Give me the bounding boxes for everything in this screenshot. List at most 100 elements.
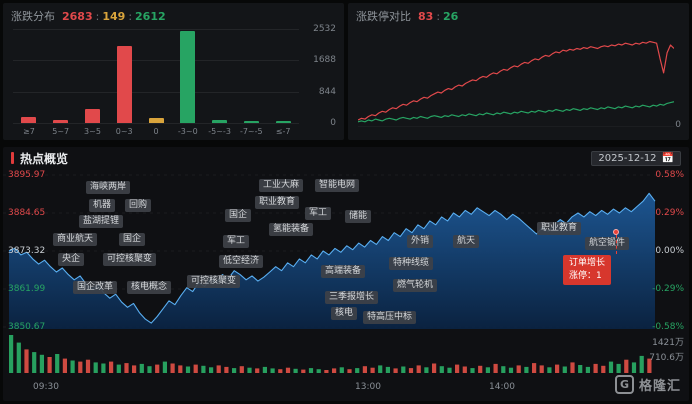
volume-bar xyxy=(24,349,29,373)
count-separator: : xyxy=(436,9,441,23)
volume-bar xyxy=(508,367,514,373)
index-area-chart[interactable] xyxy=(3,169,663,329)
volume-bar xyxy=(578,365,583,373)
concept-tag[interactable]: 盐湖提锂 xyxy=(79,215,124,228)
concept-tag[interactable]: 核电 xyxy=(331,307,358,320)
count-separator: : xyxy=(95,9,100,23)
tooltip-tag-name: 订单增长 xyxy=(569,258,606,268)
concept-tag[interactable]: 特高压中标 xyxy=(363,311,417,324)
limit-up-line xyxy=(358,40,674,121)
price-axis-label: 3895.97 xyxy=(8,170,46,180)
hotspot-chart-area[interactable]: 海峡两岸 机器 回购 盐湖提锂 商业航天 国企 央企 可控核聚变 国企改革 核电概念 国企 军工 低空经… xyxy=(3,169,689,401)
concept-tag[interactable]: 可控核聚变 xyxy=(187,275,241,288)
volume-bar xyxy=(616,363,621,373)
accent-bar xyxy=(11,152,14,164)
x-axis-label: -3~0 xyxy=(177,127,198,136)
concept-tag[interactable]: 军工 xyxy=(305,207,332,220)
concept-tag[interactable]: 央企 xyxy=(58,253,85,266)
volume-bar xyxy=(601,365,606,373)
volume-bar-chart xyxy=(9,335,652,373)
volume-bar xyxy=(539,365,544,373)
volume-bar xyxy=(378,365,383,373)
price-axis-label: 3884.65 xyxy=(8,208,46,218)
concept-tag[interactable]: 储能 xyxy=(345,210,372,223)
volume-bar xyxy=(85,359,91,373)
volume-bar xyxy=(216,365,221,373)
concept-tag[interactable]: 氢能装备 xyxy=(269,223,314,236)
volume-bar xyxy=(547,367,552,373)
concept-tag[interactable]: 航天 xyxy=(453,235,480,248)
volume-bar xyxy=(116,364,121,373)
gridline xyxy=(13,91,299,93)
volume-bar xyxy=(401,366,406,373)
volume-bar xyxy=(501,366,506,373)
limit-compare-title: 涨跌停对比 xyxy=(356,10,411,23)
gridline xyxy=(13,29,299,30)
volume-bar xyxy=(370,367,375,373)
concept-tag[interactable]: 燃气轮机 xyxy=(393,279,438,292)
volume-bar xyxy=(332,368,337,373)
distribution-bar xyxy=(21,117,37,123)
distribution-bar xyxy=(53,119,69,123)
concept-tag[interactable]: 智能电网 xyxy=(315,179,360,192)
volume-bar xyxy=(308,368,314,373)
logo-text: 格隆汇 xyxy=(638,379,681,394)
price-axis-label: 3873.32 xyxy=(8,246,46,256)
concept-tag[interactable]: 航空锻件 xyxy=(585,237,630,250)
volume-bar xyxy=(70,360,75,373)
concept-tag-layer: 海峡两岸 机器 回购 盐湖提锂 商业航天 国企 央企 可控核聚变 国企改革 核电概念 国企 军工 低空经… xyxy=(3,169,689,401)
volume-bar xyxy=(32,352,37,373)
date-picker[interactable]: 2025-12-12 📅 xyxy=(591,150,681,166)
concept-tag[interactable]: 三季报增长 xyxy=(325,291,379,304)
volume-bar xyxy=(562,366,567,373)
price-axis-label: 3861.99 xyxy=(8,284,46,294)
limit-compare-line-chart xyxy=(358,40,674,127)
concept-tag[interactable]: 职业教育 xyxy=(255,196,300,209)
concept-tag[interactable]: 高端装备 xyxy=(321,265,366,278)
concept-tag[interactable]: 特种线缆 xyxy=(389,257,434,270)
volume-bar xyxy=(55,354,60,373)
volume-bar xyxy=(447,367,452,373)
concept-tag[interactable]: 外销 xyxy=(407,235,434,248)
concept-tag[interactable]: 可控核聚变 xyxy=(103,253,157,266)
volume-bar xyxy=(270,368,275,373)
volume-bar xyxy=(624,359,629,373)
volume-bar xyxy=(93,362,98,373)
concept-tag[interactable]: 国企 xyxy=(119,233,146,246)
concept-tag[interactable]: 国企改革 xyxy=(73,281,118,294)
limit-compare-header: 涨跌停对比 83 : 26 xyxy=(348,3,689,29)
concept-tag[interactable]: 海峡两岸 xyxy=(86,181,131,194)
concept-tag[interactable]: 回购 xyxy=(125,199,152,212)
x-axis-label: 3~5 xyxy=(84,127,101,136)
concept-tag[interactable]: 低空经济 xyxy=(219,255,264,268)
concept-tag[interactable]: 核电概念 xyxy=(127,281,172,294)
volume-bar xyxy=(239,366,244,373)
concept-tag[interactable]: 商业航天 xyxy=(53,233,98,246)
volume-bar xyxy=(16,342,21,373)
volume-bar xyxy=(631,362,637,373)
concept-tag[interactable]: 工业大麻 xyxy=(259,179,304,192)
distribution-bar xyxy=(180,30,196,123)
limit-down-line xyxy=(358,101,674,123)
volume-bar xyxy=(355,368,360,373)
x-axis-label: 0~3 xyxy=(115,127,133,136)
volume-bar xyxy=(124,363,129,373)
date-value: 2025-12-12 xyxy=(598,152,657,164)
price-axis-label: 3850.67 xyxy=(8,322,46,332)
concept-tag[interactable]: 军工 xyxy=(223,235,250,248)
volume-bar xyxy=(101,363,106,373)
volume-bar xyxy=(516,365,521,373)
decliners-count: 2612 xyxy=(135,9,166,23)
volume-bar xyxy=(385,366,390,373)
volume-bar xyxy=(162,361,167,373)
concept-tag[interactable]: 国企 xyxy=(225,209,252,222)
volume-bar xyxy=(201,365,206,373)
concept-tag[interactable]: 职业教育 xyxy=(537,222,582,235)
volume-bar xyxy=(424,367,429,373)
highlight-tooltip[interactable]: 订单增长 涨停：1 xyxy=(563,255,612,285)
limit-down-count: 26 xyxy=(443,9,459,23)
y-axis-label: 0 xyxy=(330,118,336,128)
concept-tag[interactable]: 机器 xyxy=(89,199,116,212)
volume-bar xyxy=(262,366,267,373)
volume-axis-label: 1421万 xyxy=(652,338,684,348)
